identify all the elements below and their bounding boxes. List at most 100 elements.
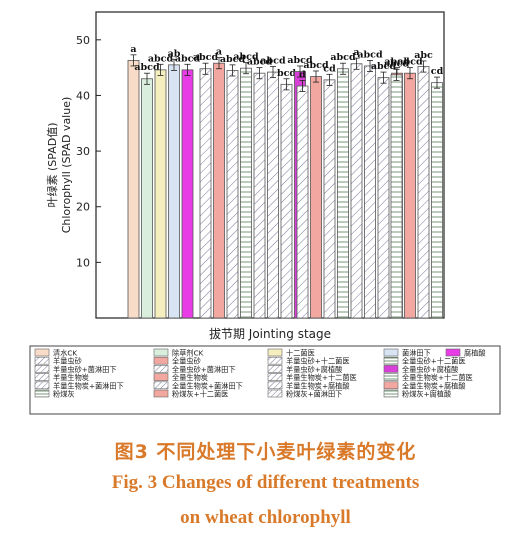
significance-label: abcd bbox=[175, 53, 201, 64]
legend-swatch bbox=[383, 348, 399, 357]
significance-label: a bbox=[216, 47, 222, 58]
figure-caption-chinese: 图3 不同处理下小麦叶绿素的变化 bbox=[114, 441, 417, 463]
bar bbox=[213, 62, 225, 319]
legend-swatch bbox=[445, 348, 461, 357]
bar bbox=[226, 70, 239, 319]
significance-label: cd bbox=[323, 63, 336, 74]
significance-label: cd bbox=[431, 66, 444, 77]
bar bbox=[404, 72, 416, 319]
bar bbox=[337, 68, 349, 319]
legend-swatch bbox=[34, 373, 50, 381]
legend-swatch bbox=[34, 381, 50, 390]
legend-label: 全量生物炭+十二菌医 bbox=[402, 373, 473, 382]
significance-label: a bbox=[353, 47, 359, 58]
significance-label: d bbox=[299, 69, 306, 80]
figure-caption-english-line2: on wheat chlorophyll bbox=[180, 507, 351, 528]
legend-label: 粉煤灰+十二菌医 bbox=[172, 390, 228, 399]
significance-label: abcd bbox=[260, 56, 286, 67]
significance-label: abcd bbox=[193, 52, 219, 63]
bar bbox=[127, 60, 140, 319]
significance-label: abcd bbox=[330, 52, 356, 63]
significance-label: abcd bbox=[220, 54, 246, 65]
bar bbox=[240, 67, 252, 319]
legend-label: 全量虫砂+十二菌医 bbox=[402, 357, 466, 366]
chlorophyll-bar-chart: 10 20 30 40 50 叶绿素 (SPAD值) Chlorophyll (SPAD v… bbox=[29, 11, 501, 415]
bar bbox=[280, 83, 293, 319]
bar bbox=[310, 76, 322, 319]
significance-label: ab bbox=[168, 48, 181, 59]
figure-caption-english-line1: Fig. 3 Changes of different treatments bbox=[111, 472, 420, 493]
legend-swatch bbox=[153, 373, 169, 381]
significance-label: abcd bbox=[357, 49, 383, 60]
significance-label: abcd bbox=[397, 57, 423, 68]
legend-swatch bbox=[267, 365, 283, 373]
legend-label: 十二菌医 bbox=[286, 349, 315, 358]
significance-label: abcd bbox=[384, 57, 410, 68]
legend-swatch bbox=[153, 365, 169, 373]
significance-label: abc bbox=[414, 50, 433, 61]
legend-swatch bbox=[153, 356, 169, 365]
y-tick-label: 30 bbox=[76, 145, 90, 158]
legend-swatch bbox=[34, 389, 50, 398]
legend-swatch bbox=[267, 389, 283, 398]
legend-label: 腐植酸 bbox=[464, 349, 486, 358]
legend-swatch bbox=[153, 348, 169, 357]
legend-label: 羊量虫砂+腐植酸 bbox=[286, 365, 342, 374]
legend-label: 全量生物炭+菌淋田下 bbox=[172, 381, 243, 390]
legend-swatch bbox=[383, 356, 399, 365]
legend-swatch bbox=[153, 381, 169, 390]
legend-swatch bbox=[267, 348, 283, 357]
legend-label: 除草剂CK bbox=[172, 349, 204, 358]
legend-label: 全量生物炭+腐植酸 bbox=[402, 381, 466, 390]
significance-label: abcd bbox=[287, 55, 313, 66]
legend-label: 粉煤灰+菌淋田下 bbox=[286, 390, 342, 399]
bar bbox=[377, 77, 390, 319]
legend-swatch bbox=[267, 373, 283, 381]
y-axis-label: Chlorophyll (SPAD value) bbox=[60, 97, 73, 234]
significance-label: abcd bbox=[148, 53, 174, 64]
legend-label: 羊量生物炭+菌淋田下 bbox=[53, 381, 124, 390]
significance-label: abcd bbox=[384, 58, 410, 69]
legend-frame bbox=[29, 345, 501, 415]
legend-swatch bbox=[267, 381, 283, 390]
legend-swatch bbox=[34, 356, 50, 365]
legend-label: 羊量生物炭 bbox=[53, 373, 89, 382]
bar bbox=[154, 69, 167, 319]
legend-swatch bbox=[383, 389, 399, 398]
legend-label: 全量生物炭 bbox=[172, 373, 208, 382]
bar bbox=[390, 74, 403, 319]
legend-swatch bbox=[383, 365, 399, 373]
legend-label: 全量虫砂+菌淋田下 bbox=[172, 365, 236, 374]
legend-label: 清水CK bbox=[53, 349, 77, 358]
bar bbox=[364, 65, 376, 319]
bar bbox=[431, 82, 443, 319]
y-tick-label: 20 bbox=[76, 201, 90, 214]
legend-label: 粉煤灰 bbox=[53, 390, 75, 399]
y-tick-label: 40 bbox=[76, 89, 90, 102]
bar bbox=[253, 72, 266, 319]
legend-swatch bbox=[34, 348, 50, 357]
bar bbox=[350, 63, 363, 319]
legend-label: 全量虫砂 bbox=[172, 357, 201, 366]
x-axis-label: 拔节期 Jointing stage bbox=[209, 326, 331, 341]
bar bbox=[168, 64, 180, 319]
y-axis-label: 叶绿素 (SPAD值) bbox=[45, 123, 59, 208]
significance-label: abcd bbox=[233, 52, 259, 63]
legend-label: 粉煤灰+腐植酸 bbox=[402, 390, 451, 399]
legend-swatch bbox=[153, 389, 169, 398]
legend-label: 羊量虫砂+十二菌医 bbox=[286, 357, 350, 366]
bar bbox=[267, 71, 279, 319]
significance-label: abcd bbox=[134, 62, 160, 73]
legend-label: 全量虫砂+腐植酸 bbox=[402, 365, 458, 374]
legend-label: 羊量虫砂 bbox=[53, 357, 82, 366]
bar bbox=[417, 66, 430, 319]
legend-swatch bbox=[267, 356, 283, 365]
bar bbox=[323, 79, 336, 319]
legend-label: 菌淋田下 bbox=[402, 349, 431, 358]
significance-label: a bbox=[130, 44, 136, 55]
legend-swatch bbox=[34, 365, 50, 373]
legend-swatch bbox=[383, 373, 399, 381]
bar bbox=[141, 78, 153, 319]
bar bbox=[199, 68, 212, 319]
